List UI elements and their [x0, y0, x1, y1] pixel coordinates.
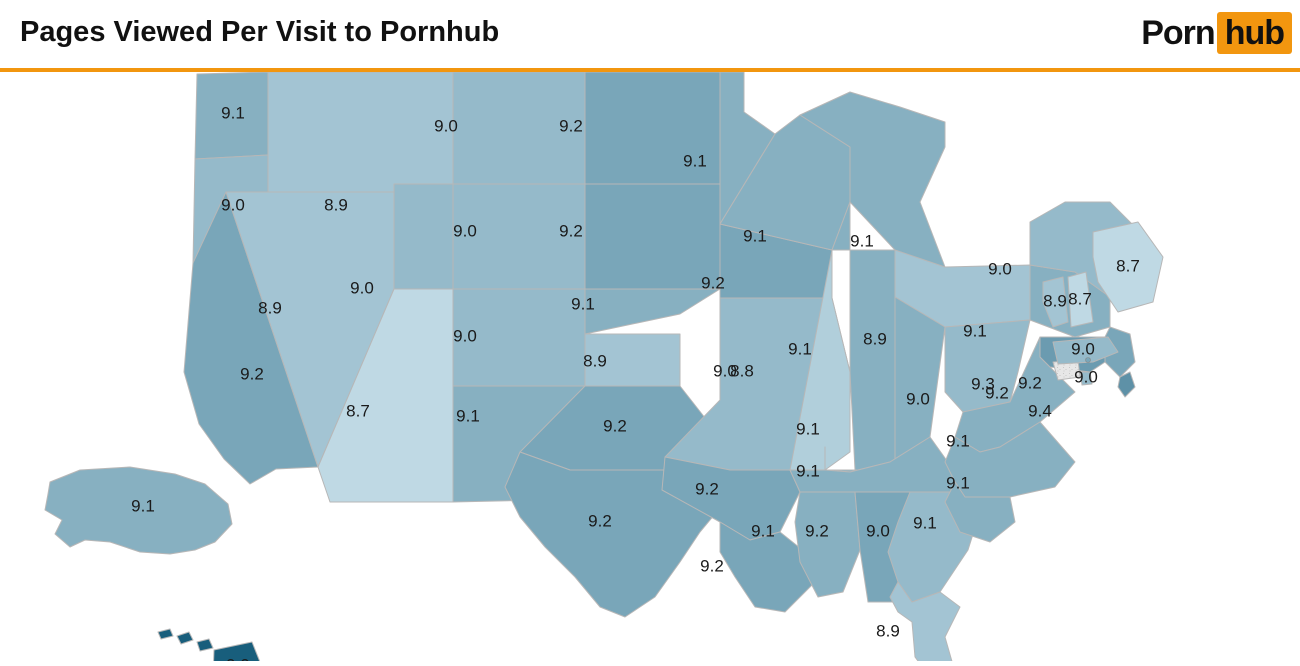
svg-text:8.9: 8.9 [1043, 291, 1067, 310]
svg-text:9.1: 9.1 [796, 461, 820, 480]
svg-text:9.2: 9.2 [603, 416, 627, 435]
svg-text:9.0: 9.0 [988, 259, 1012, 278]
svg-text:9.1: 9.1 [743, 226, 767, 245]
svg-text:9.1: 9.1 [751, 521, 775, 540]
svg-text:8.9: 8.9 [324, 195, 348, 214]
svg-text:9.2: 9.2 [240, 364, 264, 383]
svg-text:9.2: 9.2 [1018, 373, 1042, 392]
svg-text:8.9: 8.9 [258, 298, 282, 317]
svg-text:9.1: 9.1 [571, 294, 595, 313]
svg-text:9.0: 9.0 [350, 278, 374, 297]
svg-text:9.1: 9.1 [788, 339, 812, 358]
svg-text:9.0: 9.0 [906, 389, 930, 408]
svg-text:8.7: 8.7 [346, 401, 370, 420]
svg-text:9.1: 9.1 [221, 103, 245, 122]
svg-text:9.0: 9.0 [866, 521, 890, 540]
svg-text:8.7: 8.7 [1068, 289, 1092, 308]
svg-text:9.1: 9.1 [946, 431, 970, 450]
svg-text:8.9: 8.9 [863, 329, 887, 348]
svg-text:8.7: 8.7 [1116, 256, 1140, 275]
svg-text:9.2: 9.2 [985, 383, 1009, 402]
svg-text:9.1: 9.1 [131, 496, 155, 515]
svg-text:8.9: 8.9 [583, 351, 607, 370]
svg-text:8.8: 8.8 [730, 361, 754, 380]
svg-text:9.1: 9.1 [796, 419, 820, 438]
svg-text:9.0: 9.0 [1074, 367, 1098, 386]
svg-text:9.4: 9.4 [1028, 401, 1052, 420]
svg-text:9.0: 9.0 [221, 195, 245, 214]
svg-text:9.1: 9.1 [946, 473, 970, 492]
svg-text:9.1: 9.1 [913, 513, 937, 532]
svg-text:9.1: 9.1 [963, 321, 987, 340]
svg-text:9.2: 9.2 [805, 521, 829, 540]
svg-text:9.1: 9.1 [850, 231, 874, 250]
svg-text:9.2: 9.2 [701, 273, 725, 292]
svg-text:9.2: 9.2 [559, 116, 583, 135]
svg-text:9.2: 9.2 [559, 221, 583, 240]
svg-text:9.2: 9.2 [700, 556, 724, 575]
svg-text:9.0: 9.0 [434, 116, 458, 135]
svg-text:8.9: 8.9 [876, 621, 900, 640]
svg-text:9.2: 9.2 [695, 479, 719, 498]
svg-text:9.1: 9.1 [456, 406, 480, 425]
svg-text:9.0: 9.0 [1071, 339, 1095, 358]
svg-text:9.0: 9.0 [453, 326, 477, 345]
svg-text:9.2: 9.2 [588, 511, 612, 530]
svg-text:9.1: 9.1 [683, 151, 707, 170]
svg-text:9.0: 9.0 [453, 221, 477, 240]
svg-text:9.9: 9.9 [226, 655, 250, 661]
